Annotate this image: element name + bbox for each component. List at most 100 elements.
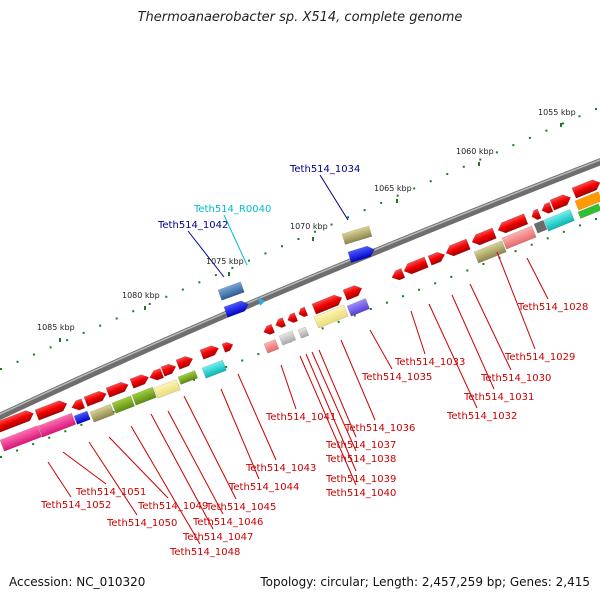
gene-arrow: [275, 317, 287, 328]
gene-label: Teth514_1031: [463, 392, 534, 403]
gene-leader-line: [62, 451, 107, 485]
gene-arrow: [427, 251, 446, 266]
inner-dot: [241, 359, 244, 362]
gene-arrow: [83, 391, 107, 407]
gene-arrow: [445, 238, 471, 257]
inner-dot: [32, 443, 35, 446]
gene-arrow: [471, 227, 497, 246]
scale-dot: [115, 317, 118, 320]
gene-arrow: [298, 306, 309, 318]
gene-block: [313, 304, 349, 329]
gene-block: [89, 403, 115, 423]
gene-arrow: [342, 285, 363, 301]
scale-dot: [495, 151, 498, 154]
gene-label: Teth514_1029: [504, 352, 575, 363]
inner-dot: [595, 218, 597, 220]
gene-leader-line: [369, 329, 393, 370]
inner-dot: [321, 327, 324, 330]
kbp-tick-label: 1065 kbp: [374, 184, 412, 193]
gene-leader-line: [150, 413, 214, 530]
kbp-tick-mark: [478, 162, 480, 166]
scale-dot: [462, 165, 465, 168]
kbp-tick-label: 1075 kbp: [206, 257, 244, 266]
inner-dot: [64, 430, 67, 433]
gene-block: [543, 209, 575, 232]
gene-leader-line: [451, 294, 495, 390]
gene-arrow: [221, 341, 234, 353]
gene-leader-line: [130, 425, 201, 545]
gene-label: Teth514_1040: [325, 488, 396, 499]
scale-dot: [231, 266, 234, 269]
genome-backbone: [0, 158, 600, 421]
inner-dot: [369, 308, 372, 311]
inner-dot: [192, 378, 195, 381]
inner-dot: [562, 230, 565, 233]
rna-marker: [258, 297, 265, 306]
gene-arrow: [391, 268, 406, 281]
kbp-tick-mark: [228, 272, 230, 276]
scale-dot: [528, 136, 531, 139]
gene-leader-line: [280, 364, 297, 410]
gene-label: Teth514_1048: [169, 547, 240, 558]
scale-dot: [82, 331, 85, 334]
gene-arrow: [497, 213, 529, 234]
gene-leader-line: [305, 353, 357, 472]
gene-label: Teth514_1045: [205, 502, 276, 513]
gene-block: [473, 240, 507, 264]
gene-label: Teth514_1043: [245, 463, 316, 474]
gene-label: Teth514_1042: [157, 220, 228, 231]
scale-dot: [578, 115, 581, 118]
gene-label: Teth514_1037: [325, 440, 396, 451]
inner-dot: [48, 436, 51, 439]
kbp-tick-mark: [560, 123, 562, 127]
kbp-tick-label: 1055 kbp: [538, 108, 576, 117]
scale-dot: [280, 245, 283, 248]
gene-block: [37, 412, 77, 438]
gene-label: Teth514_1052: [40, 500, 111, 511]
inner-dot: [466, 269, 469, 272]
scale-dot: [446, 173, 449, 175]
gene-arrow: [34, 400, 68, 421]
gene-arrow: [263, 323, 275, 335]
gene-leader-line: [410, 310, 426, 355]
inner-dot: [530, 243, 533, 246]
kbp-tick-label: 1060 kbp: [456, 147, 494, 156]
gene-block: [73, 410, 91, 425]
scale-dot: [181, 288, 184, 291]
scale-dot: [429, 180, 432, 183]
gene-leader-line: [47, 461, 72, 498]
scale-dot: [264, 252, 267, 255]
kbp-tick-mark: [312, 237, 314, 241]
scale-dot: [363, 209, 366, 212]
scale-dot: [545, 129, 548, 132]
scale-dot: [247, 259, 250, 262]
gene-arrow: [71, 398, 86, 411]
scale-dot: [33, 353, 36, 356]
gene-block: [263, 339, 280, 354]
inner-dot: [514, 250, 517, 253]
gene-label: Teth514_1034: [289, 164, 360, 175]
gene-label: Teth514_1035: [361, 372, 432, 383]
scale-dot: [330, 223, 333, 226]
gene-label: Teth514_1028: [517, 302, 588, 313]
scale-dot: [595, 108, 597, 110]
gene-leader-line: [311, 351, 357, 452]
gene-leader-line: [318, 349, 357, 438]
gene-leader-line: [496, 251, 536, 350]
gene-leader-line: [237, 373, 277, 461]
gene-block: [574, 191, 600, 211]
gene-leader-line: [220, 388, 260, 480]
inner-dot: [80, 423, 83, 426]
gene-label: Teth514_1050: [106, 518, 177, 529]
scale-dot: [99, 324, 102, 327]
gene-arrow: [0, 410, 34, 433]
inner-dot: [434, 282, 437, 285]
gene-label: Teth514_1036: [344, 423, 415, 434]
inner-dot: [0, 456, 2, 458]
gene-label: Teth514_1039: [325, 474, 396, 485]
gene-arrow: [347, 245, 375, 263]
gene-block: [177, 370, 198, 385]
gene-label: Teth514_1044: [228, 482, 299, 493]
gene-arrow: [175, 356, 194, 370]
gene-arrow: [549, 194, 571, 211]
